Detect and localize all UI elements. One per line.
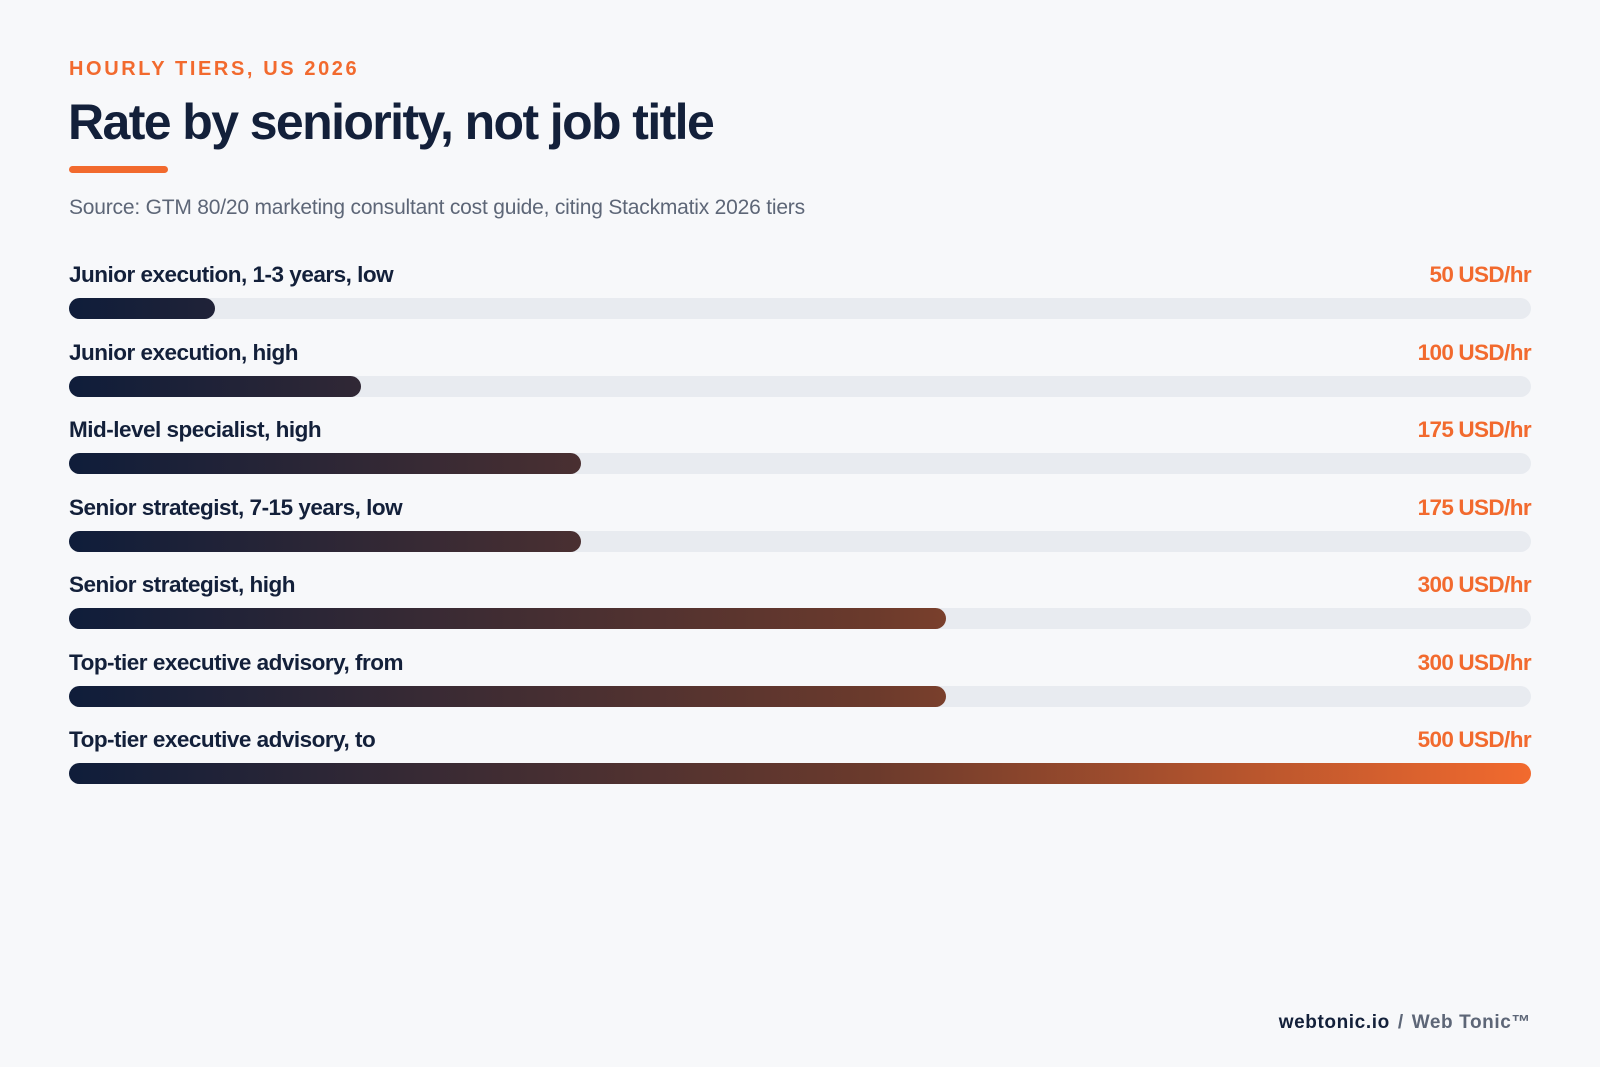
bar-value-label: 50 USD/hr <box>1429 262 1532 288</box>
bar-fill <box>69 608 947 629</box>
bar-row: Junior execution, 1-3 years, low 50 USD/hr <box>69 258 1532 336</box>
bar-value-label: 300 USD/hr <box>1417 649 1532 676</box>
footer-brand: Web Tonic™ <box>1411 1012 1531 1033</box>
bar-value-label: 100 USD/hr <box>1417 339 1532 366</box>
bar-track <box>69 685 1531 707</box>
bar-value-number: 300 <box>1417 572 1454 597</box>
title-accent-rule <box>69 166 168 173</box>
bar-value-number: 175 <box>1417 494 1454 520</box>
bar-value-number: 300 <box>1417 649 1454 675</box>
bar-row: Mid-level specialist, high 175 USD/hr <box>69 413 1532 491</box>
footer-credit: webtonic.io / Web Tonic™ <box>1279 1012 1531 1034</box>
bar-label: Top-tier executive advisory, from <box>69 649 404 675</box>
source-note: Source: GTM 80/20 marketing consultant c… <box>69 196 805 219</box>
bar-track <box>69 375 1531 397</box>
bar-track <box>69 608 1531 629</box>
bar-value-label: 175 USD/hr <box>1417 494 1532 521</box>
bar-fill <box>69 453 581 474</box>
bar-label: Junior execution, high <box>69 339 299 365</box>
eyebrow-label: HOURLY TIERS, US 2026 <box>69 58 360 80</box>
bar-value-unit: USD/hr <box>1458 572 1531 597</box>
bar-fill <box>69 763 1531 784</box>
bar-track <box>69 763 1531 784</box>
bar-label: Mid-level specialist, high <box>69 417 322 442</box>
bar-value-unit: USD/hr <box>1458 649 1531 675</box>
bar-fill <box>69 530 581 552</box>
bar-value-unit: USD/hr <box>1458 339 1531 365</box>
bar-fill <box>69 685 947 707</box>
bar-track <box>69 453 1531 474</box>
bar-row: Top-tier executive advisory, to 500 USD/hr <box>69 723 1532 801</box>
bar-value-unit: USD/hr <box>1458 727 1531 752</box>
bar-row: Senior strategist, high 300 USD/hr <box>69 568 1532 646</box>
bar-row: Senior strategist, 7-15 years, low 175 USD… <box>69 491 1532 569</box>
bar-label: Senior strategist, high <box>69 572 296 597</box>
bar-track <box>69 298 1531 319</box>
bar-row: Top-tier executive advisory, from 300 USD/… <box>69 646 1532 724</box>
bar-value-label: 500 USD/hr <box>1417 727 1532 753</box>
bar-value-label: 175 USD/hr <box>1417 417 1532 443</box>
bar-chart: Junior execution, 1-3 years, low 50 USD/hr… <box>69 258 1532 801</box>
bar-value-number: 100 <box>1417 339 1454 365</box>
footer-domain: webtonic.io <box>1278 1012 1390 1033</box>
bar-fill <box>69 375 362 397</box>
bar-value-number: 50 <box>1429 262 1454 287</box>
bar-value-label: 300 USD/hr <box>1417 572 1532 598</box>
bar-label: Senior strategist, 7-15 years, low <box>69 494 403 520</box>
bar-label: Junior execution, 1-3 years, low <box>69 262 394 287</box>
bar-row: Junior execution, high 100 USD/hr <box>69 336 1532 414</box>
bar-fill <box>69 298 216 319</box>
bar-value-unit: USD/hr <box>1458 494 1531 520</box>
bar-label: Top-tier executive advisory, to <box>69 727 376 752</box>
bar-value-number: 500 <box>1417 727 1454 752</box>
bar-track <box>69 530 1531 552</box>
footer-separator: / <box>1397 1012 1404 1033</box>
bar-value-unit: USD/hr <box>1458 417 1531 442</box>
bar-value-unit: USD/hr <box>1458 262 1531 287</box>
chart-title: Rate by seniority, not job title <box>68 94 715 150</box>
bar-value-number: 175 <box>1417 417 1454 442</box>
